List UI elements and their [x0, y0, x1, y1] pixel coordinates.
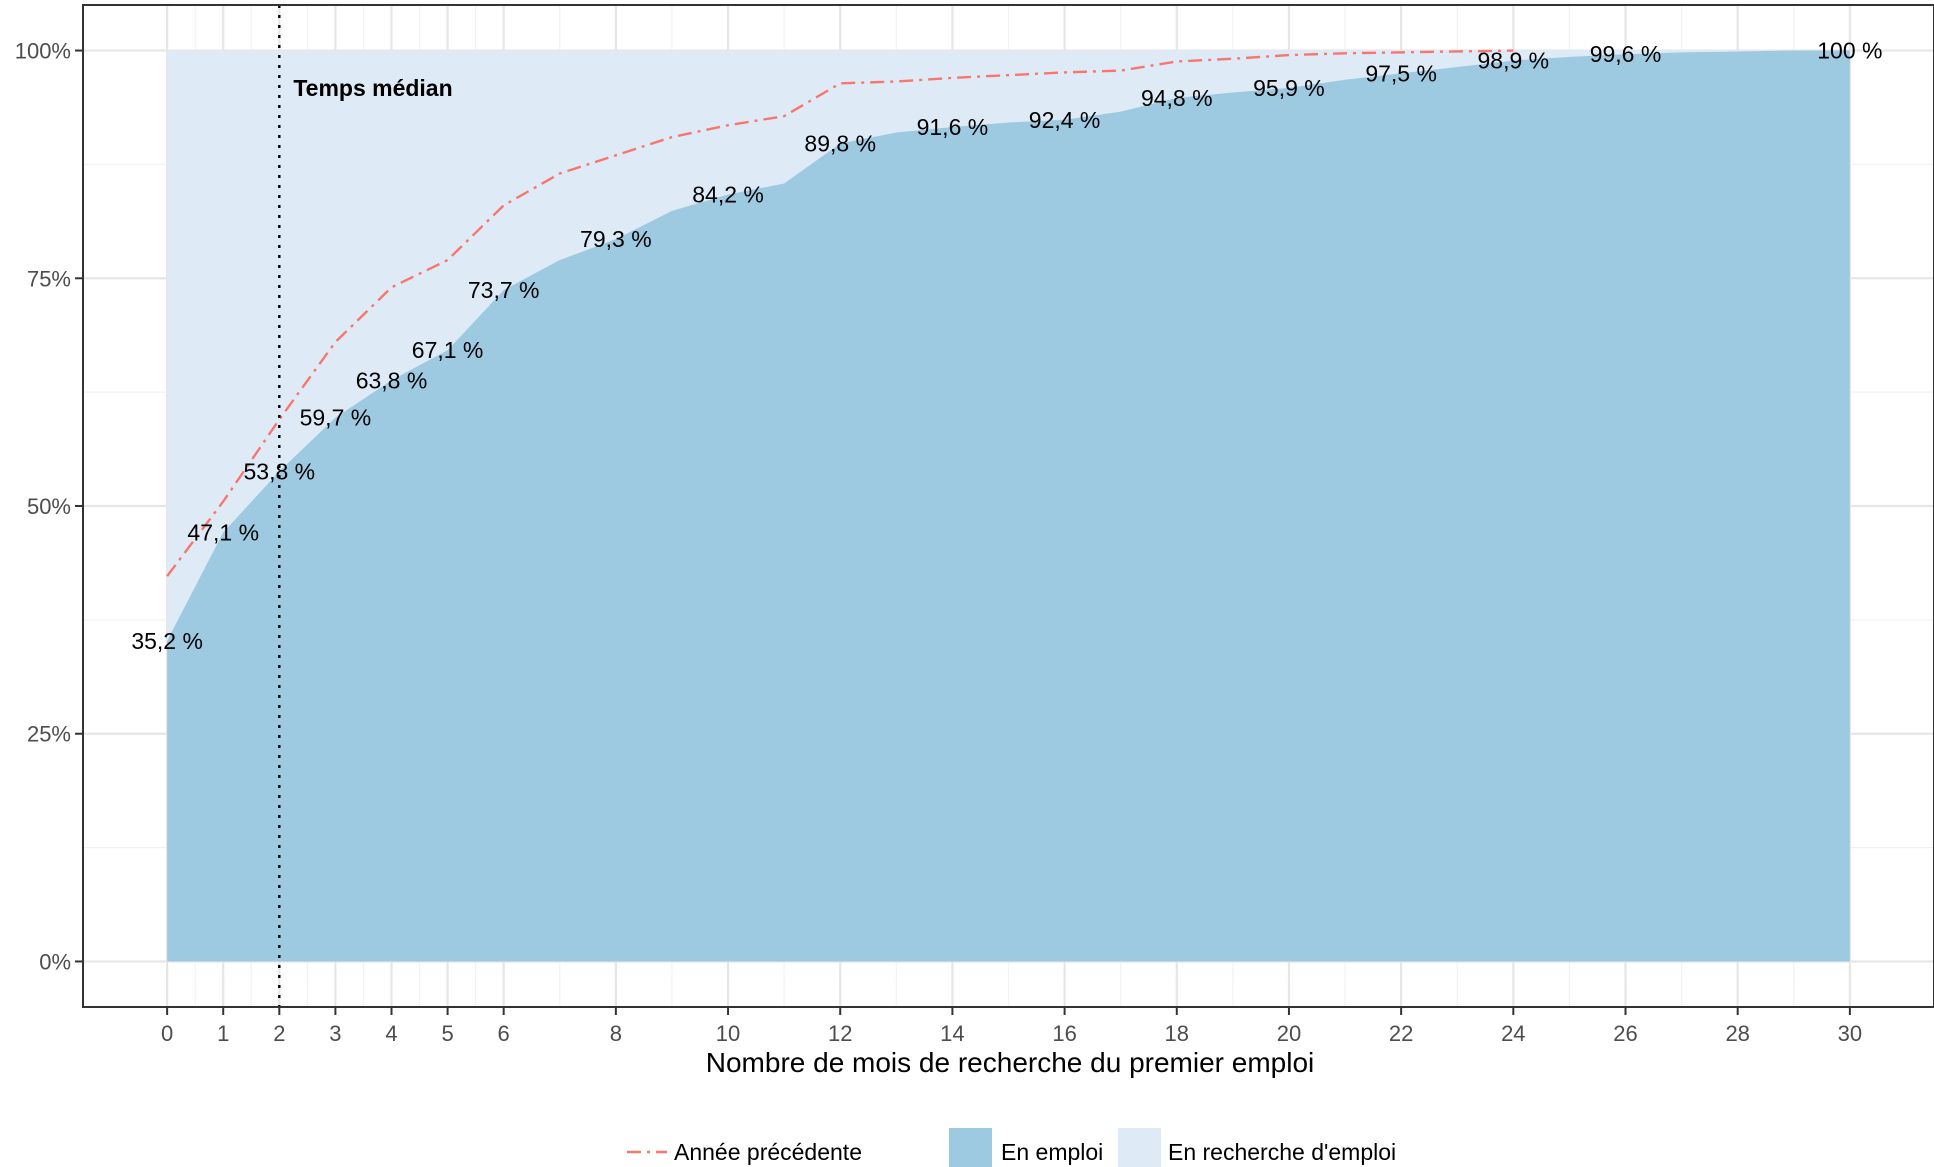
y-tick-label: 0% [39, 949, 71, 974]
data-label: 92,4 % [1029, 107, 1101, 133]
data-label: 35,2 % [131, 628, 203, 654]
data-label: 73,7 % [468, 277, 540, 303]
legend-label-annee-precedente: Année précédente [674, 1139, 862, 1165]
data-label: 95,9 % [1253, 75, 1325, 101]
x-tick-label: 5 [441, 1021, 453, 1046]
legend-key-en-recherche [1118, 1128, 1161, 1167]
x-axis: 0 1 2 3 4 5 6 8 10 12 14 16 18 20 22 24 26 28 30 [161, 1007, 1862, 1046]
legend-label-en-emploi: En emploi [1001, 1139, 1103, 1165]
data-label: 94,8 % [1141, 85, 1213, 111]
data-label: 79,3 % [580, 226, 652, 252]
x-tick-label: 6 [498, 1021, 510, 1046]
x-tick-label: 8 [610, 1021, 622, 1046]
x-tick-label: 2 [273, 1021, 285, 1046]
y-axis: 0% 25% 50% 75% 100% [15, 39, 83, 974]
line-layer [166, 49, 1514, 577]
x-tick-label: 0 [161, 1021, 173, 1046]
data-label: 63,8 % [356, 367, 428, 393]
data-label: 98,9 % [1478, 48, 1550, 74]
data-label: 100 % [1817, 38, 1882, 64]
median-layer: Temps médian [278, 5, 453, 1007]
legend: Année précédente En emploi En recherche d'… [627, 1128, 1396, 1167]
legend-key-en-emploi [949, 1128, 992, 1167]
x-tick-label: 22 [1389, 1021, 1413, 1046]
data-label-layer: 35,2 % 47,1 % 53,8 % 59,7 % 63,8 % 67,1 % 73,7… [131, 38, 1882, 654]
legend-label-en-recherche: En recherche d'emploi [1168, 1139, 1396, 1165]
x-tick-label: 10 [716, 1021, 740, 1046]
x-tick-label: 24 [1501, 1021, 1525, 1046]
median-annotation: Temps médian [293, 75, 452, 101]
line-annee-precedente [166, 49, 1514, 577]
data-label: 53,8 % [244, 458, 316, 484]
y-tick-label: 25% [27, 722, 71, 747]
x-tick-label: 28 [1725, 1021, 1749, 1046]
data-label: 59,7 % [300, 405, 372, 431]
data-label: 84,2 % [692, 181, 764, 207]
data-label: 91,6 % [917, 114, 989, 140]
x-tick-label: 18 [1165, 1021, 1189, 1046]
x-tick-label: 30 [1838, 1021, 1862, 1046]
x-tick-label: 12 [828, 1021, 852, 1046]
x-tick-label: 14 [940, 1021, 964, 1046]
x-tick-label: 26 [1613, 1021, 1637, 1046]
y-tick-label: 75% [27, 266, 71, 291]
x-tick-label: 3 [329, 1021, 341, 1046]
data-label: 97,5 % [1365, 60, 1437, 86]
y-tick-label: 50% [27, 494, 71, 519]
x-tick-label: 1 [217, 1021, 229, 1046]
x-tick-label: 20 [1277, 1021, 1301, 1046]
x-tick-label: 4 [385, 1021, 397, 1046]
area-layer [167, 50, 1850, 962]
data-label: 47,1 % [187, 519, 259, 545]
y-tick-label: 100% [15, 39, 71, 64]
x-axis-title: Nombre de mois de recherche du premier e… [706, 1047, 1315, 1078]
data-label: 99,6 % [1590, 41, 1662, 67]
data-label: 89,8 % [804, 130, 876, 156]
x-tick-label: 16 [1052, 1021, 1076, 1046]
data-label: 67,1 % [412, 337, 484, 363]
area-en-emploi [167, 50, 1850, 962]
